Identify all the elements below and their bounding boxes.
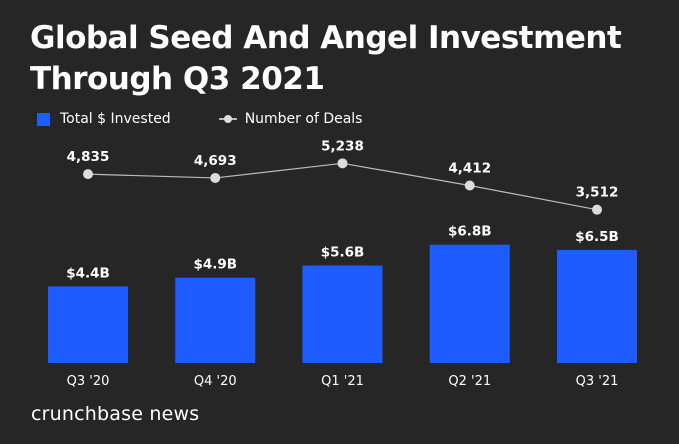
chart-title: Global Seed And Angel Investment Through… [30,20,622,97]
deals-value-label-5: 3,512 [576,185,619,201]
brand-logo-text: crunchbase news [31,403,200,425]
legend-label-invested: Total $ Invested [60,111,171,127]
bar-1 [48,286,128,363]
x-tick-label-1: Q3 '20 [67,374,110,389]
deals-point-4 [464,180,475,191]
legend-bar-swatch [37,112,50,126]
deals-line [87,162,598,211]
legend-line-swatch [218,114,237,124]
deals-point-3 [337,158,348,169]
legend-item-invested: Total $ Invested [37,111,171,127]
bar-5 [557,249,637,363]
bar-value-label-1: $4.4B [66,265,110,281]
deals-point-1 [83,169,93,180]
legend: Total $ Invested Number of Deals [37,110,410,128]
legend-label-deals: Number of Deals [244,111,363,127]
x-tick-label-4: Q2 '21 [448,374,491,389]
bar-2 [175,277,256,363]
deals-value-label-4: 4,412 [448,161,491,177]
bar-value-label-4: $6.8B [448,224,492,240]
deals-value-label-3: 5,238 [321,138,364,154]
bar-value-label-2: $4.9B [193,257,237,273]
bar-3 [302,265,383,363]
x-tick-label-2: Q4 '20 [194,374,237,389]
deals-point-2 [210,172,221,183]
deals-point-5 [592,204,602,215]
legend-item-deals: Number of Deals [218,111,363,127]
deals-value-label-1: 4,835 [67,149,110,165]
x-tick-label-5: Q3 '21 [576,374,619,389]
bar-value-label-3: $5.6B [321,245,365,261]
bar-value-label-5: $6.5B [575,229,619,245]
x-tick-label-3: Q1 '21 [321,374,364,389]
deals-value-label-2: 4,693 [194,153,237,169]
bar-4 [429,244,510,363]
